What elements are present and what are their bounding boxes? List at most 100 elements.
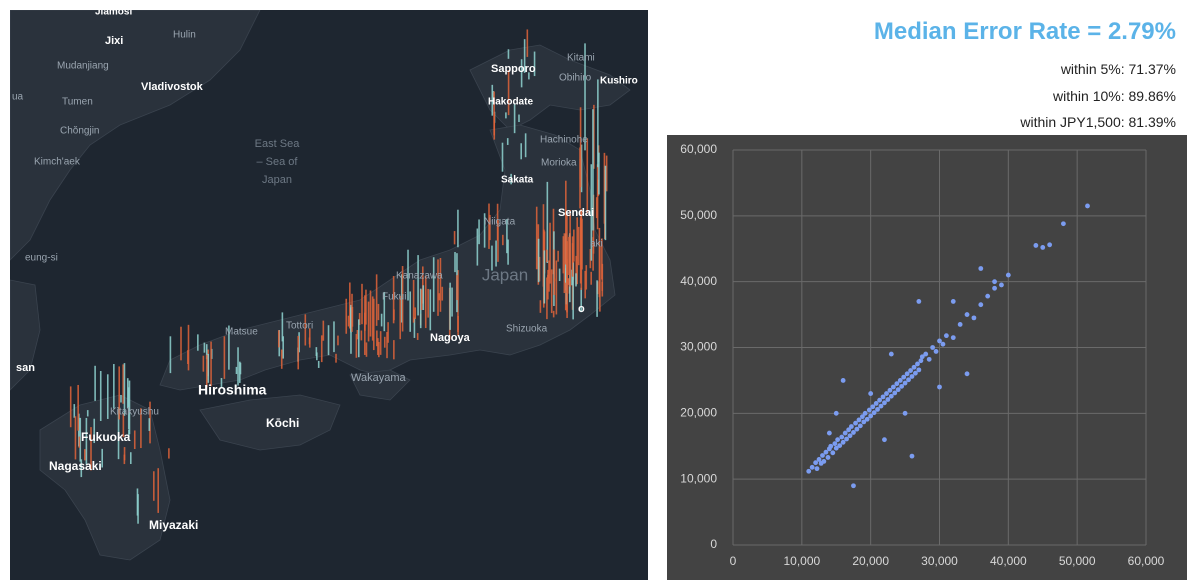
chart-background [667,135,1187,580]
x-tick-label: 30,000 [921,554,958,568]
point [830,450,836,456]
point [950,299,956,304]
point [835,437,841,443]
point [839,434,845,440]
map-label: Sapporo [491,63,536,75]
point [892,390,898,396]
map-label: Sendai [558,207,594,219]
map-label: Matsue [225,327,258,338]
y-tick-label: 50,000 [680,208,717,222]
map-label: Kimch'aek [34,157,81,168]
point [911,364,917,370]
map-label: – Sea of [257,156,299,168]
point [871,410,877,416]
point [878,403,884,409]
map: Jiamosi Jixi Hulin Mudanjiang Vladivostok Tum… [10,10,648,580]
point [985,293,991,299]
point [848,424,854,429]
point [885,397,891,402]
x-tick-label: 20,000 [852,554,889,568]
point [882,400,887,406]
point [857,423,863,429]
point [887,387,893,393]
point [906,377,911,383]
point [950,335,956,341]
y-tick-label: 20,000 [680,406,717,420]
point [825,455,831,460]
point [1005,272,1011,278]
point [826,430,832,436]
map-label: Tottori [286,321,313,332]
point [909,374,915,379]
map-label: Shizuoka [506,324,548,335]
point [861,419,867,425]
point [916,367,922,373]
point [964,312,970,317]
point [882,437,887,443]
scatter-chart: 0 10,000 20,000 30,000 40,000 50,000 60,000 0 10… [667,135,1187,580]
map-label: Mudanjiang [57,61,109,72]
map-label: Wakayama [351,372,406,384]
y-tick-label: 30,000 [680,340,717,354]
point [1061,221,1066,227]
point [833,410,839,416]
map-label: Nagasaki [49,459,102,473]
point [842,430,848,436]
point [816,457,822,462]
map-label: Kitami [567,53,595,64]
point [919,354,925,360]
x-tick-label: 10,000 [783,554,820,568]
point [821,458,827,464]
map-label: Hiroshima [198,382,267,398]
map-label: Hulin [173,30,196,41]
point [833,445,839,451]
headline: Median Error Rate = 2.79% [873,18,1176,45]
map-label: Morioka [541,158,577,169]
map-label: Sakata [501,175,534,186]
point [895,387,901,393]
map-label: Kitakyushu [110,407,159,418]
point [999,282,1004,288]
y-tick-label: 0 [710,537,717,551]
point [853,420,858,426]
point [851,483,856,489]
point [840,439,846,445]
stat-line: within 10%: 89.86% [1053,87,1176,104]
map-label: Obihiro [559,73,592,84]
point [828,443,834,449]
point [890,384,896,390]
y-tick-label: 40,000 [680,274,717,288]
point [1085,203,1090,209]
point [901,374,907,380]
map-label: Kushiro [600,76,638,87]
point [840,378,846,383]
map-label: Jiamosi [95,10,132,18]
point [860,414,865,420]
point [868,413,874,419]
point [866,407,872,413]
point [851,430,856,435]
point [880,394,886,400]
map-label: Hakodate [488,97,533,108]
point [899,383,905,389]
point [844,436,849,442]
point [937,338,942,344]
map-label: Japan [482,265,528,284]
point [823,449,829,455]
map-label: Nagoya [430,332,471,344]
x-tick-label: 0 [730,554,737,568]
point [856,417,862,423]
point [943,333,949,339]
map-label: Tumen [62,97,93,108]
point [820,453,825,458]
point [908,368,913,373]
map-label: Vladivostok [141,81,204,93]
point [868,391,874,396]
point [909,453,915,459]
map-label: East Sea [255,138,301,150]
map-label: Fukuoka [81,430,131,444]
map-label: Jixi [105,35,123,47]
x-tick-label: 50,000 [1059,554,1096,568]
stats: Median Error Rate = 2.79% within 5%: 71.… [776,18,1176,136]
